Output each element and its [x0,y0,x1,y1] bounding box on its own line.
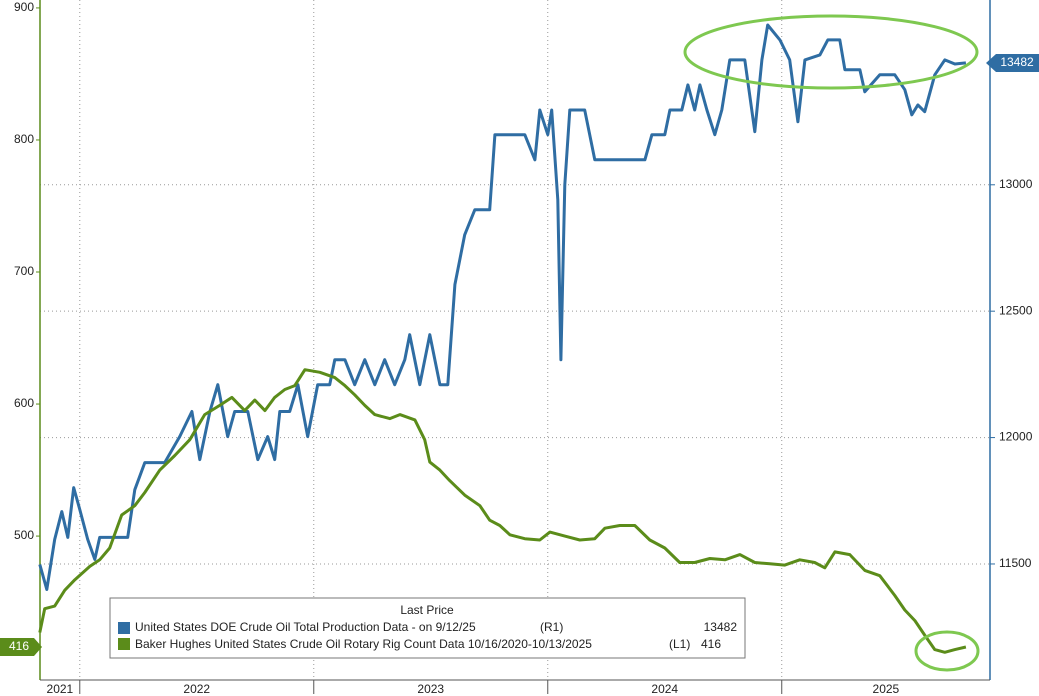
legend-axis: (L1) [669,637,690,651]
highlight-ellipse [914,630,980,672]
last-value-tag [986,53,1039,72]
x-tick-label: 2024 [651,682,678,696]
y2-tick-label: 11500 [999,556,1032,570]
legend-swatch [118,622,130,634]
last-value-tags: 13482 416 [0,53,1039,656]
legend-value: 13482 [704,620,738,634]
legend-value: 416 [701,637,721,651]
y-tick-label: 500 [14,528,34,542]
y2-tick-label: 13000 [999,177,1033,191]
x-tick-label: 2022 [183,682,210,696]
last-value-label: 416 [9,639,29,653]
lines [38,23,967,654]
series-line [38,368,967,654]
series-line [38,23,967,591]
grid [36,0,995,694]
legend: Last Price United States DOE Crude Oil T… [109,597,746,659]
legend-axis: (R1) [540,620,563,634]
legend-box [109,597,746,659]
y-tick-label: 800 [14,132,34,146]
y2-tick-label: 12500 [999,303,1033,317]
legend-title: Last Price [400,603,454,617]
x-tick-label: 2023 [417,682,444,696]
y-tick-label: 900 [14,0,34,14]
legend-label: United States DOE Crude Oil Total Produc… [135,620,476,634]
y-tick-label: 600 [14,396,34,410]
highlight-ellipse [683,14,979,90]
y-tick-label: 700 [14,264,34,278]
legend-label: Baker Hughes United States Crude Oil Rot… [135,637,592,651]
x-tick-label: 2025 [873,682,900,696]
last-value-tag [0,637,42,656]
last-value-label: 13482 [1000,55,1034,69]
x-tick-label: 2021 [47,682,74,696]
y2-tick-label: 12000 [999,430,1033,444]
legend-swatch [118,638,130,650]
